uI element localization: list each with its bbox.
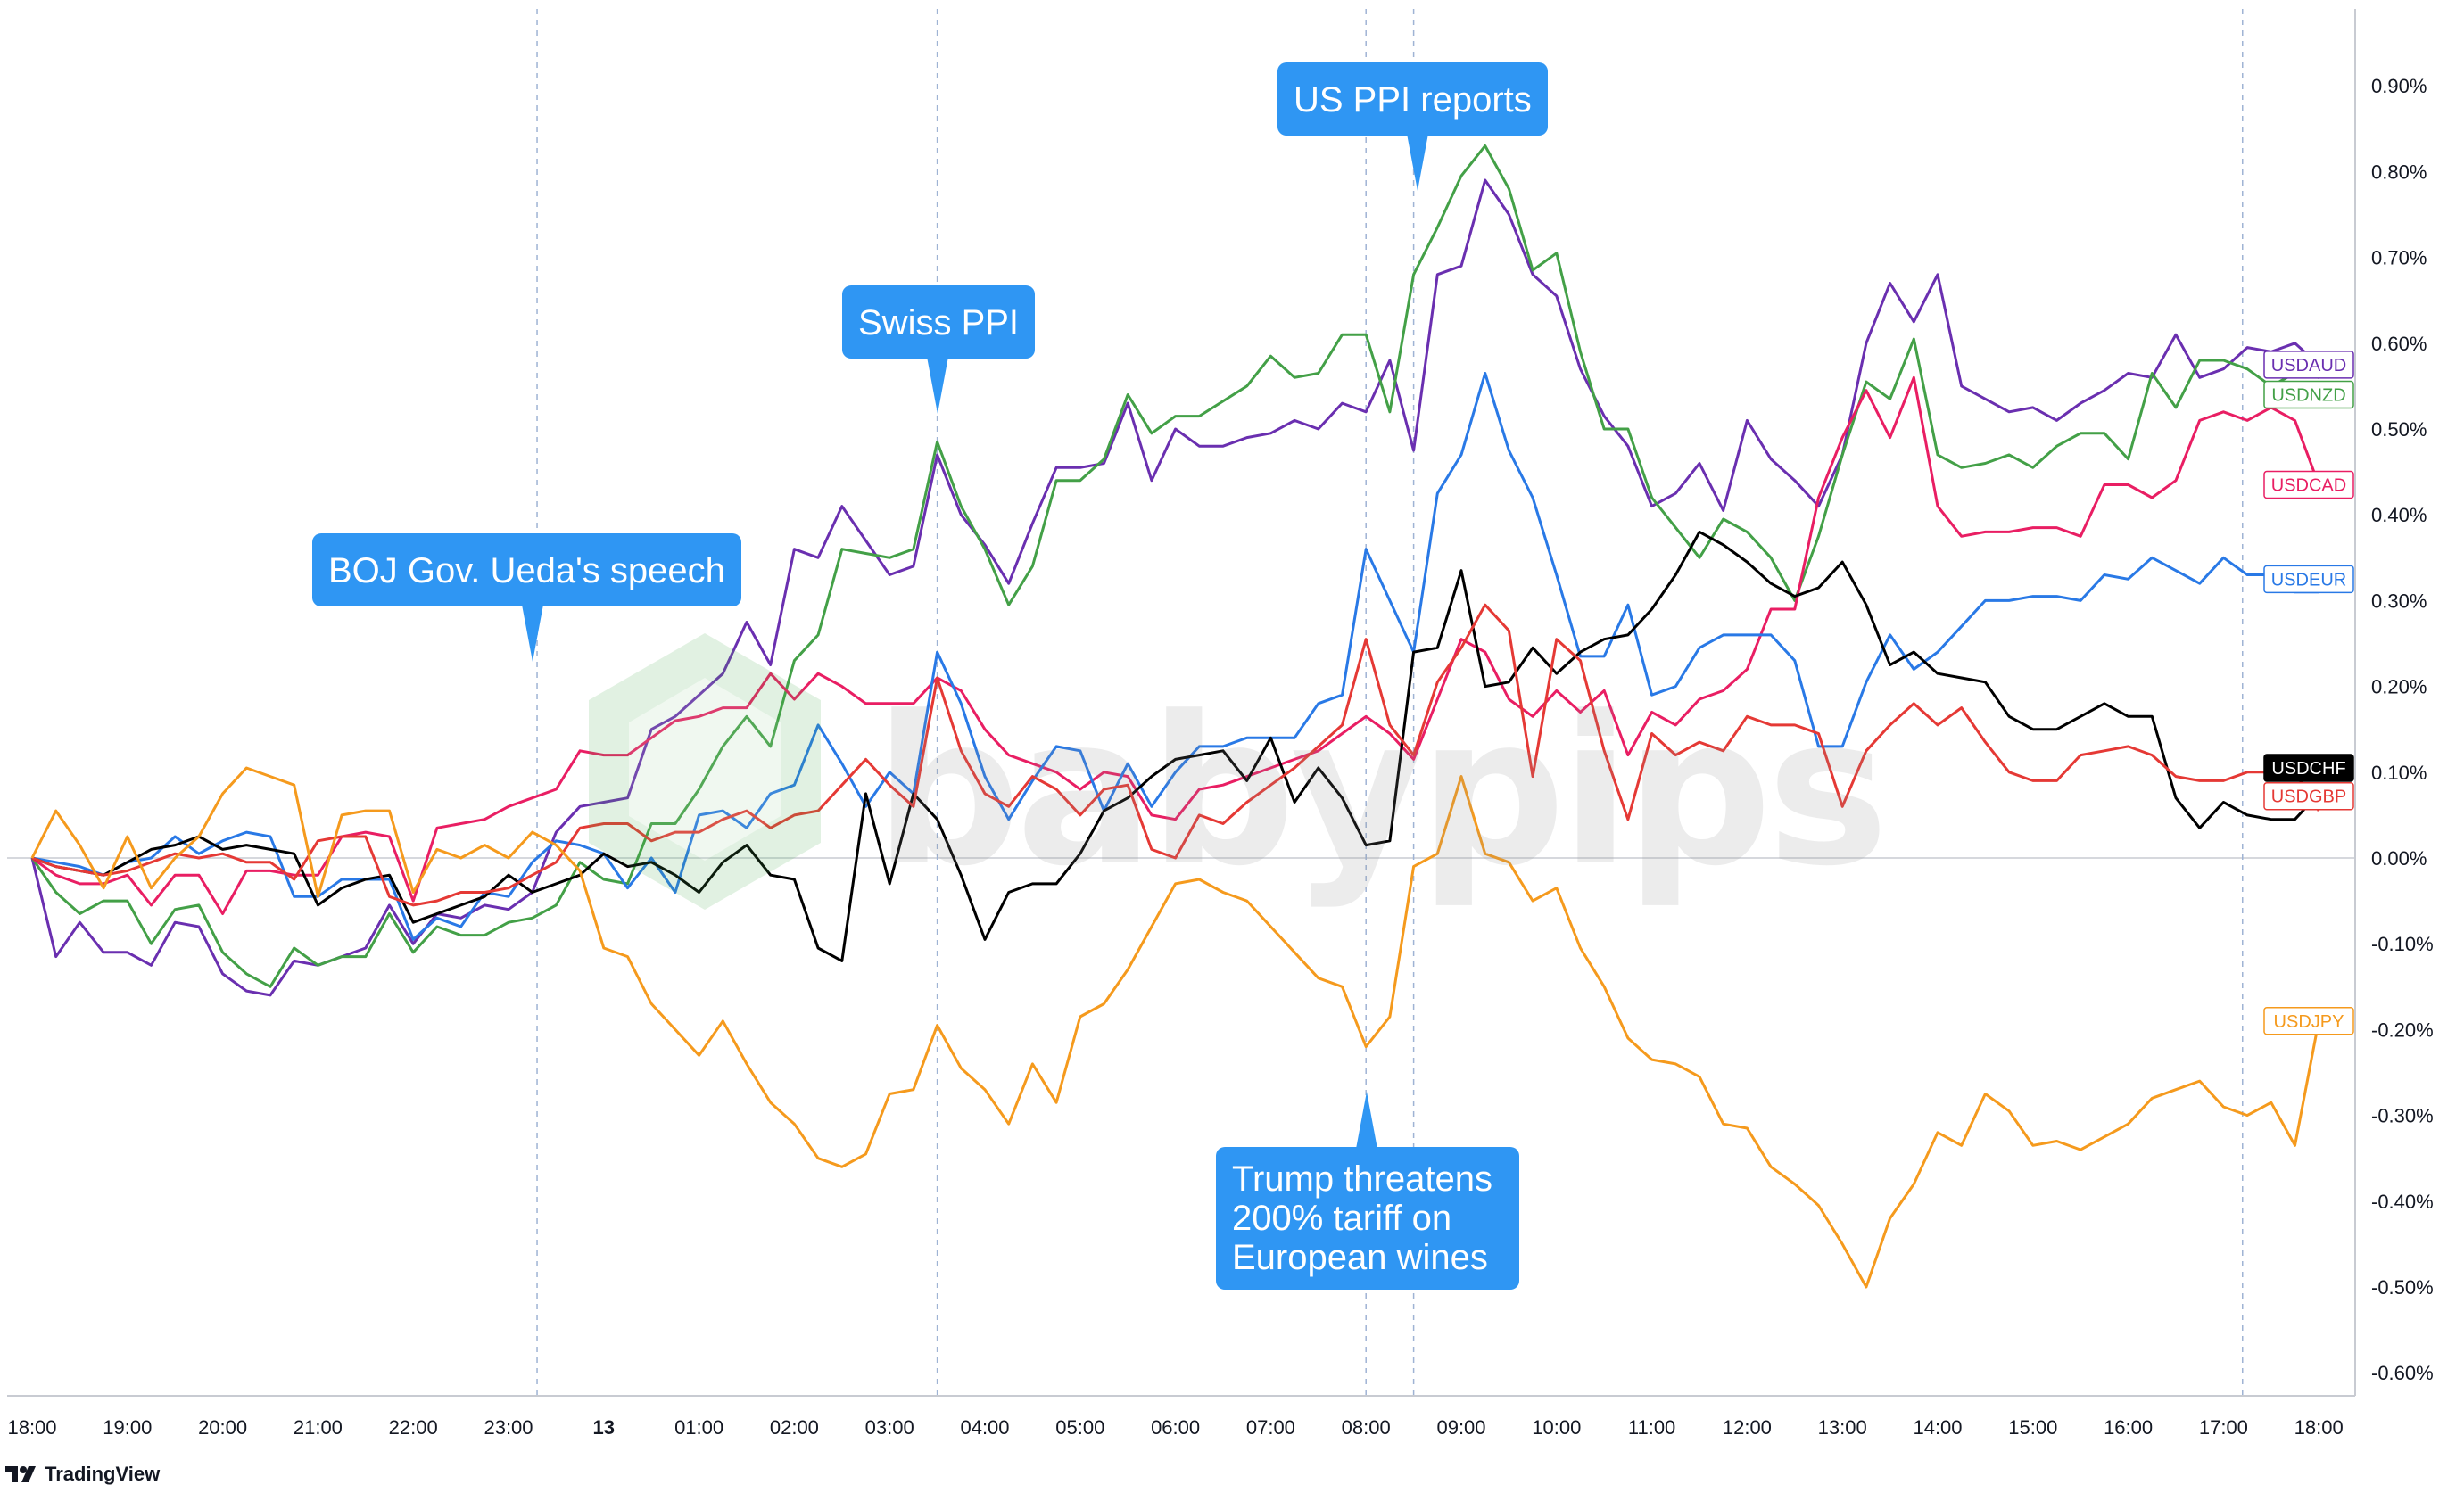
x-tick-label: 18:00	[2294, 1416, 2344, 1439]
x-tick-label: 13:00	[1818, 1416, 1867, 1439]
x-tick-label: 12:00	[1723, 1416, 1772, 1439]
x-tick-label: 07:00	[1246, 1416, 1295, 1439]
callout-swiss-pointer	[927, 357, 948, 414]
y-tick-label: -0.40%	[2371, 1191, 2434, 1213]
x-tick-label: 15:00	[2008, 1416, 2057, 1439]
callout-trump-line-3: European wines	[1232, 1238, 1488, 1277]
x-tick-label: 05:00	[1055, 1416, 1104, 1439]
series-label-usdaud: USDAUD	[2263, 351, 2354, 379]
callout-trump-line-1: Trump threatens	[1232, 1159, 1492, 1199]
series-label-text: USDCAD	[2271, 476, 2346, 496]
x-tick-label: 03:00	[865, 1416, 914, 1439]
callout-boj-pointer	[522, 605, 543, 662]
callout-swiss-text: Swiss PPI	[858, 303, 1020, 342]
series-line-usdchf	[31, 530, 2320, 962]
callout-trump-tariff: Trump threatens 200% tariff on European …	[1216, 1092, 1519, 1290]
y-tick-label: 0.20%	[2371, 676, 2427, 698]
x-tick-label: 10:00	[1532, 1416, 1581, 1439]
series-label-usdchf: USDCHF	[2263, 754, 2354, 782]
y-tick-label: 0.10%	[2371, 762, 2427, 784]
x-tick-label: 20:00	[198, 1416, 247, 1439]
series-label-box	[2263, 754, 2354, 782]
y-tick-label: 0.90%	[2371, 75, 2427, 97]
y-tick-label: -0.10%	[2371, 933, 2434, 955]
series-label-box	[2263, 380, 2354, 409]
series-line-usdeur	[31, 372, 2319, 941]
x-tick-label: 16:00	[2104, 1416, 2153, 1439]
tradingview-label: TradingView	[45, 1463, 161, 1485]
x-tick-label: 17:00	[2199, 1416, 2248, 1439]
y-tick-label: 0.60%	[2371, 333, 2427, 355]
x-tick-label: 23:00	[484, 1416, 533, 1439]
callout-trump-line-2: 200% tariff on	[1232, 1199, 1452, 1238]
callout-swiss-ppi: Swiss PPI	[842, 285, 1036, 414]
tradingview-logo[interactable]: TradingView	[5, 1463, 160, 1486]
series-line-usdaud	[30, 178, 2320, 997]
series-line-usdnzd	[30, 144, 2319, 988]
y-tick-label: 0.30%	[2371, 590, 2427, 612]
callout-usppi-text: US PPI reports	[1294, 80, 1532, 120]
series-label-text: USDGBP	[2271, 788, 2346, 807]
x-tick-label: 11:00	[1628, 1416, 1675, 1439]
series-label-box	[2263, 781, 2354, 811]
series-label-box	[2263, 351, 2354, 379]
series-label-usdcad: USDCAD	[2263, 470, 2354, 499]
y-tick-label: -0.50%	[2371, 1276, 2434, 1299]
x-tick-label: 08:00	[1342, 1416, 1391, 1439]
tradingview-logo-icon	[5, 1466, 36, 1482]
y-tick-label: 0.80%	[2371, 161, 2427, 183]
series-label-box	[2263, 1007, 2354, 1035]
series-label-usdnzd: USDNZD	[2263, 380, 2354, 409]
series-label-usdjpy: USDJPY	[2263, 1007, 2354, 1035]
y-tick-label: 0.70%	[2371, 247, 2427, 269]
series-line-usdgbp	[31, 603, 2320, 907]
y-tick-label: -0.60%	[2371, 1362, 2434, 1384]
x-tick-label: 18:00	[7, 1416, 56, 1439]
y-tick-label: 0.50%	[2371, 418, 2427, 441]
x-tick-label: 13	[593, 1416, 615, 1439]
x-tick-label: 01:00	[674, 1416, 723, 1439]
series-label-text: USDAUD	[2271, 356, 2346, 375]
series-label-text: USDEUR	[2271, 570, 2346, 590]
series-end-labels: USDAUD USDNZD USDCAD USDEUR USDCHF USDGBP USDJ…	[2263, 351, 2354, 1035]
x-axis-ticks: 18:00 19:00 20:00 21:00 22:00 23:00 13 01:00 02:…	[7, 1416, 2343, 1439]
chart-axes	[7, 9, 2356, 1397]
y-tick-label: 0.40%	[2371, 504, 2427, 526]
x-tick-label: 02:00	[770, 1416, 819, 1439]
x-tick-label: 04:00	[960, 1416, 1009, 1439]
series-label-text: USDNZD	[2271, 386, 2345, 406]
series-label-box	[2263, 470, 2354, 499]
callout-boj-speech: BOJ Gov. Ueda's speech	[312, 533, 741, 662]
series-lines	[30, 144, 2320, 1289]
series-label-usdgbp: USDGBP	[2263, 781, 2354, 811]
callout-trump-pointer	[1356, 1092, 1377, 1149]
x-tick-label: 14:00	[1913, 1416, 1962, 1439]
x-tick-label: 22:00	[389, 1416, 438, 1439]
y-axis-ticks: 0.90% 0.80% 0.70% 0.60% 0.50% 0.40% 0.30% 0.20%…	[2371, 75, 2434, 1384]
series-label-text: USDCHF	[2271, 759, 2345, 779]
y-tick-label: -0.20%	[2371, 1019, 2434, 1041]
series-label-box	[2263, 565, 2354, 594]
x-tick-label: 19:00	[103, 1416, 152, 1439]
series-line-usdcad	[31, 375, 2320, 915]
series-label-text: USDJPY	[2274, 1012, 2344, 1032]
y-tick-label: 0.00%	[2371, 847, 2427, 870]
x-tick-label: 06:00	[1151, 1416, 1200, 1439]
series-label-usdeur: USDEUR	[2263, 565, 2354, 594]
series-line-usdjpy	[30, 766, 2320, 1289]
x-tick-label: 09:00	[1436, 1416, 1485, 1439]
y-tick-label: -0.30%	[2371, 1105, 2434, 1127]
callout-us-ppi: US PPI reports	[1277, 62, 1548, 191]
callout-boj-text: BOJ Gov. Ueda's speech	[328, 551, 725, 590]
x-tick-label: 21:00	[294, 1416, 343, 1439]
callout-usppi-pointer	[1407, 134, 1428, 191]
